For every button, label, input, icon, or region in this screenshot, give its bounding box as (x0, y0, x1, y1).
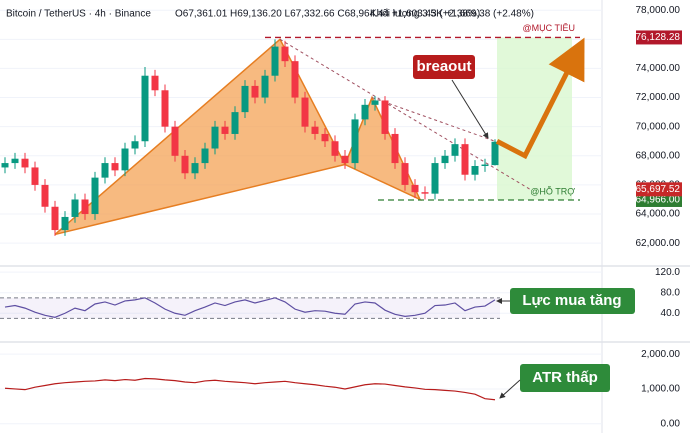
candle-body (181, 155, 189, 174)
candle-body (61, 216, 69, 231)
series-line (4, 377, 496, 401)
callout-box (510, 288, 635, 314)
price-tag (636, 30, 682, 45)
price-tag (636, 182, 682, 197)
candle-body (41, 184, 49, 207)
candle-body (141, 75, 149, 142)
candle-body (221, 126, 229, 134)
candle-body (1, 163, 9, 168)
candle-body (71, 199, 79, 217)
forecast-arrow (495, 37, 585, 160)
series-line (4, 297, 496, 318)
callout-box (413, 55, 475, 79)
trend-line (371, 97, 496, 142)
candle-body (191, 163, 199, 174)
target-zone (497, 37, 572, 200)
candle-body (81, 199, 89, 215)
candle-body (161, 90, 169, 127)
candle-body (291, 61, 299, 98)
candle-body (411, 184, 419, 193)
candle-body (331, 141, 339, 156)
candle-body (391, 133, 399, 164)
candle-body (401, 163, 409, 185)
candle-body (441, 155, 449, 164)
candle-body (281, 46, 289, 62)
volume-info: Khối lượng 3.5K +1,669.38 (+2.48%) (370, 8, 534, 20)
candle-body (111, 163, 119, 171)
y-tick-label: 1,000.00 (641, 384, 680, 395)
candle-body (231, 112, 239, 134)
candle-body (431, 163, 439, 194)
y-tick-label: 62,000.00 (636, 238, 681, 249)
candle-body (271, 46, 279, 76)
callout: breaout (416, 58, 471, 75)
candle-body (151, 75, 159, 91)
candle-body (301, 97, 309, 127)
y-tick-label: 80.0 (661, 287, 681, 298)
target-line-note: @MỤC TIÊU (523, 23, 575, 33)
y-tick-label: 78,000.00 (636, 5, 681, 16)
callout: ATR thấp (532, 369, 598, 386)
candle-body (481, 164, 489, 166)
candle-body (491, 141, 499, 166)
candle-body (341, 155, 349, 164)
candle-body (51, 206, 59, 231)
candle-body (211, 126, 219, 149)
y-tick-label: 74,000.00 (636, 63, 681, 74)
pattern-triangle (54, 38, 347, 236)
candle-body (171, 126, 179, 156)
candle-body (121, 148, 129, 171)
candle-body (361, 104, 369, 120)
candle-body (321, 133, 329, 142)
y-tick-label: 68,000.00 (636, 150, 681, 161)
price-tag-label: 76,128.28 (636, 32, 681, 43)
symbol: Bitcoin / TetherUS · 4h · Binance (6, 9, 151, 20)
callout-arrow (499, 379, 521, 399)
y-tick-label: 70,000.00 (636, 121, 681, 132)
y-tick-label: 64,000.00 (636, 209, 681, 220)
candle-body (261, 75, 269, 98)
callout-arrow (451, 79, 489, 139)
candle-body (251, 85, 259, 98)
plot: 78,000.0076,000.0074,000.0072,000.0070,0… (0, 5, 682, 429)
candle-body (371, 100, 379, 105)
candle-body (241, 85, 249, 113)
ohlc: O67,361.01 H69,136.20 L67,332.66 C68,964… (175, 9, 480, 20)
candle-body (451, 144, 459, 156)
candle-body (131, 141, 139, 149)
price-tag-label: 65,697.52 (636, 184, 681, 195)
price-tag (636, 192, 682, 207)
price-tag-label: 64,966.00 (636, 195, 681, 206)
trend-line (279, 38, 531, 190)
y-tick-label: 2,000.00 (641, 349, 680, 360)
candle-body (421, 192, 429, 194)
candle-body (351, 119, 359, 164)
callout-box (520, 364, 610, 392)
candle-body (21, 158, 29, 168)
candle-body (31, 167, 39, 185)
candle-body (311, 126, 319, 134)
y-tick-label: 40.0 (661, 308, 681, 319)
y-tick-label: 72,000.00 (636, 92, 681, 103)
candle-body (471, 165, 479, 175)
candle-body (461, 144, 469, 175)
y-tick-label: 0.00 (661, 418, 681, 429)
candle-body (91, 177, 99, 215)
support-line-note: @HỖ TRỢ (530, 185, 575, 196)
y-tick-label: 120.0 (655, 267, 680, 278)
callout: Lực mua tăng (522, 292, 621, 309)
candle-body (381, 100, 389, 134)
candle-body (201, 148, 209, 164)
candle-body (101, 163, 109, 178)
candle-body (11, 158, 19, 164)
